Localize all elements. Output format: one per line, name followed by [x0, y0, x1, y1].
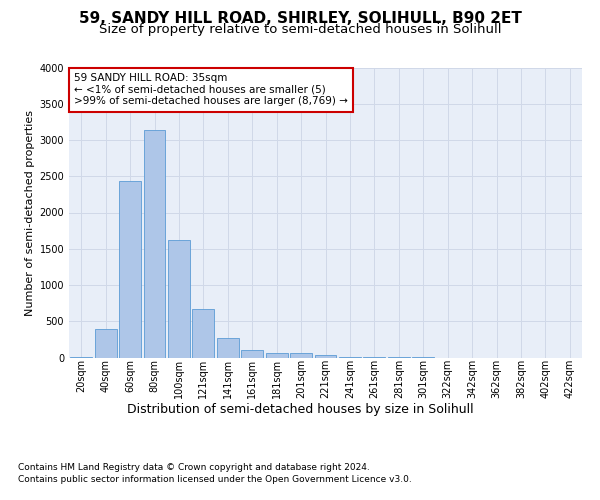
- Bar: [193, 309, 214, 358]
- Bar: [143, 130, 166, 358]
- Y-axis label: Number of semi-detached properties: Number of semi-detached properties: [25, 110, 35, 316]
- Bar: [119, 182, 141, 358]
- Bar: [266, 353, 287, 358]
- Bar: [217, 338, 239, 357]
- Text: 59, SANDY HILL ROAD, SHIRLEY, SOLIHULL, B90 2ET: 59, SANDY HILL ROAD, SHIRLEY, SOLIHULL, …: [79, 11, 521, 26]
- Text: Contains HM Land Registry data © Crown copyright and database right 2024.: Contains HM Land Registry data © Crown c…: [18, 462, 370, 471]
- Bar: [241, 350, 263, 358]
- Bar: [290, 353, 312, 358]
- Text: Size of property relative to semi-detached houses in Solihull: Size of property relative to semi-detach…: [99, 22, 501, 36]
- Text: 59 SANDY HILL ROAD: 35sqm
← <1% of semi-detached houses are smaller (5)
>99% of : 59 SANDY HILL ROAD: 35sqm ← <1% of semi-…: [74, 74, 348, 106]
- Text: Contains public sector information licensed under the Open Government Licence v3: Contains public sector information licen…: [18, 475, 412, 484]
- Text: Distribution of semi-detached houses by size in Solihull: Distribution of semi-detached houses by …: [127, 402, 473, 415]
- Bar: [168, 240, 190, 358]
- Bar: [314, 355, 337, 358]
- Bar: [95, 329, 116, 358]
